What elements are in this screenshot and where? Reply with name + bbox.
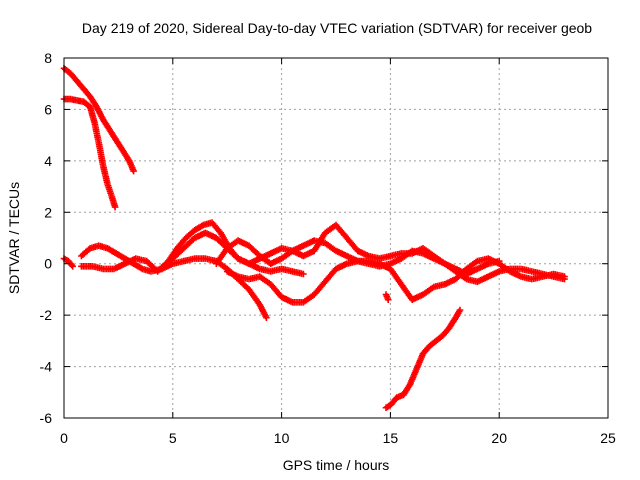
x-axis-label: GPS time / hours — [283, 457, 390, 473]
y-axis-ticks: -6 -4 -2 0 2 4 6 8 — [40, 50, 608, 426]
data-point — [456, 306, 464, 314]
y-tick-label: 2 — [44, 204, 52, 220]
series-arc-9 — [382, 306, 464, 411]
chart-title: Day 219 of 2020, Sidereal Day-to-day VTE… — [82, 20, 592, 36]
x-axis-ticks: 0 5 10 15 20 25 — [60, 58, 616, 446]
y-axis-label: SDTVAR / TECUs — [6, 182, 22, 294]
series-arc-5 — [78, 219, 307, 278]
data-point — [69, 263, 76, 270]
series-arc-3 — [60, 255, 76, 270]
y-tick-label: -6 — [40, 410, 53, 426]
x-tick-label: 10 — [274, 430, 290, 446]
y-tick-label: 8 — [44, 50, 52, 66]
data-point — [300, 270, 307, 278]
data-point — [130, 167, 137, 175]
grid-lines — [64, 58, 608, 418]
x-tick-label: 20 — [491, 430, 507, 446]
plot-frame — [63, 57, 609, 419]
series-arc-10 — [382, 291, 392, 303]
y-tick-label: 6 — [44, 101, 52, 117]
series-arc-8 — [213, 237, 503, 278]
x-tick-label: 0 — [60, 430, 68, 446]
data-point — [263, 314, 270, 321]
series-arc-2 — [60, 95, 119, 211]
data-series-layer — [60, 65, 568, 411]
x-tick-label: 5 — [169, 430, 177, 446]
x-tick-label: 15 — [383, 430, 399, 446]
data-point — [561, 273, 568, 280]
y-tick-label: 0 — [44, 256, 52, 272]
y-tick-label: -2 — [40, 307, 53, 323]
y-tick-label: 4 — [44, 153, 52, 169]
data-point — [495, 257, 503, 265]
y-tick-label: -4 — [40, 359, 53, 375]
data-point — [111, 203, 119, 211]
x-tick-label: 25 — [600, 430, 616, 446]
data-point — [384, 296, 392, 303]
series-arc-1 — [60, 65, 137, 175]
